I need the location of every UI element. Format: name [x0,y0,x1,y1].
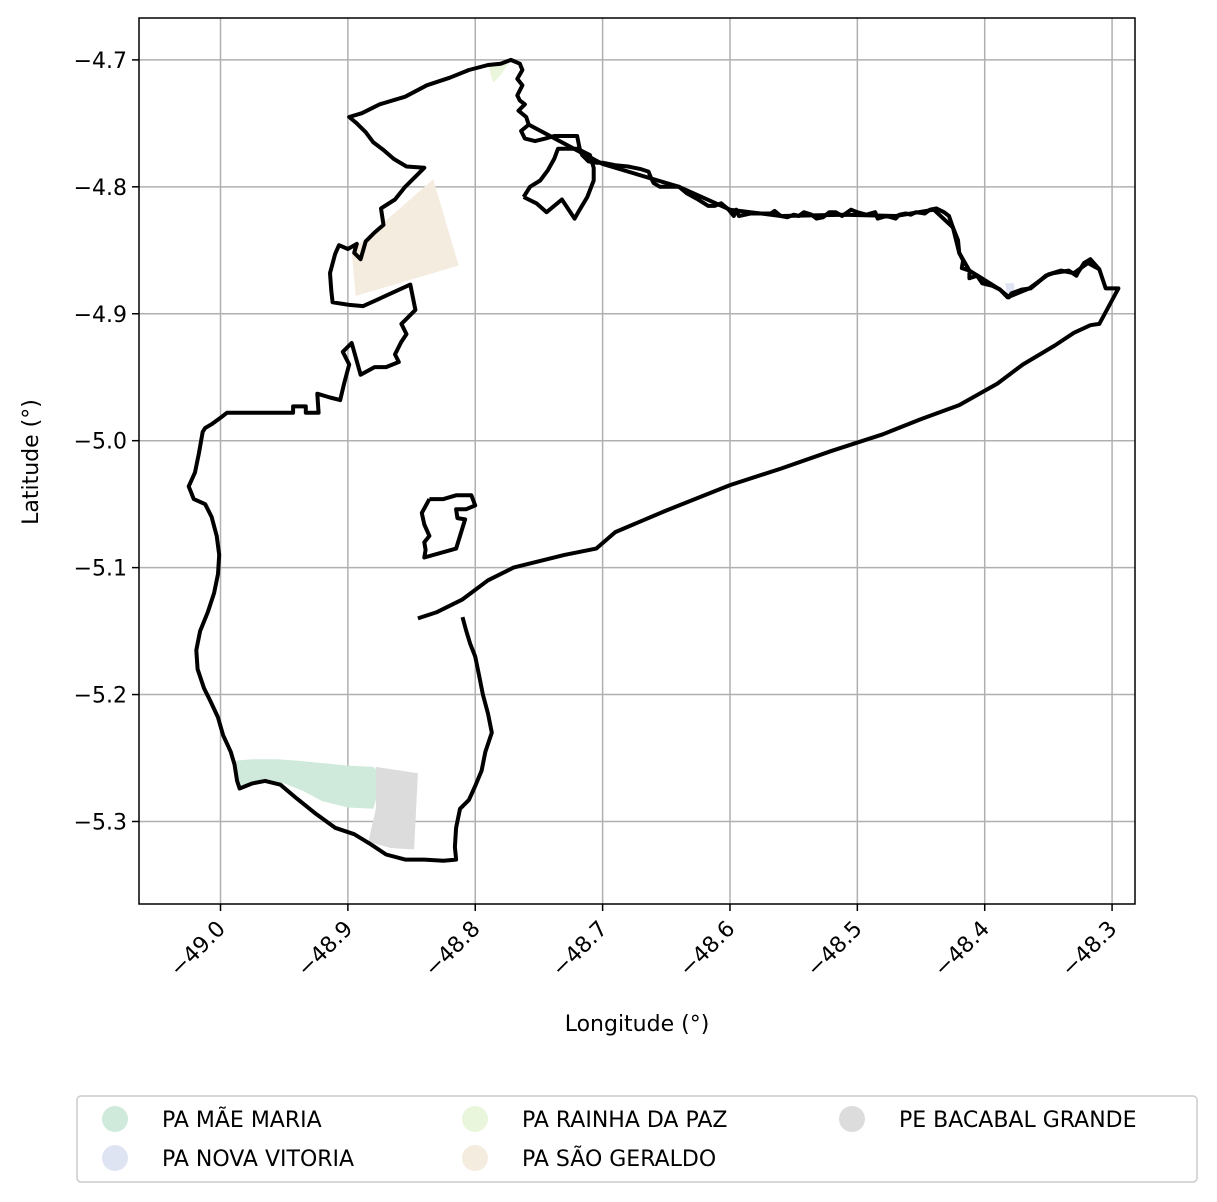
legend-label-3: PA SÃO GERALDO [522,1145,716,1172]
legend-box [76,1095,1198,1183]
legend-label-1: PA NOVA VITORIA [162,1147,354,1172]
legend-label-0: PA MÃE MARIA [162,1106,322,1133]
region-3 [351,179,459,296]
legend: PA MÃE MARIA PA NOVA VITORIA PA RAINHA DA … [76,1095,1198,1183]
legend-marker-2 [462,1106,488,1132]
y-tick-label-3: −5.0 [74,430,127,455]
legend-marker-3 [462,1145,488,1171]
boundary-outline [186,57,1121,863]
legend-marker-1 [102,1145,128,1171]
legend-label-2: PA RAINHA DA PAZ [522,1108,727,1133]
legend-label-4: PE BACABAL GRANDE [899,1108,1137,1133]
gridlines [139,18,1135,904]
y-tick-label-4: −5.1 [74,557,127,582]
y-tick-label-0: −4.7 [74,49,127,74]
x-axis-title: Longitude (°) [565,1012,710,1037]
y-tick-label-1: −4.8 [74,176,127,201]
y-tick-label-2: −4.9 [74,303,127,328]
boundary-southeast-edge [417,122,1121,621]
legend-marker-0 [102,1106,128,1132]
y-tick-label-5: −5.2 [74,684,127,709]
region-4 [368,766,418,850]
region-polygons [235,59,1016,850]
plot-frame [138,17,1136,905]
legend-items: PA MÃE MARIA PA NOVA VITORIA PA RAINHA DA … [102,1106,1137,1172]
boundary-hole-upper [521,146,596,221]
legend-marker-4 [839,1106,865,1132]
y-axis-title: Latitude (°) [19,399,44,525]
y-tick-label-6: −5.3 [74,810,127,835]
region-0 [235,759,380,809]
boundary-hole-lower [419,493,478,560]
